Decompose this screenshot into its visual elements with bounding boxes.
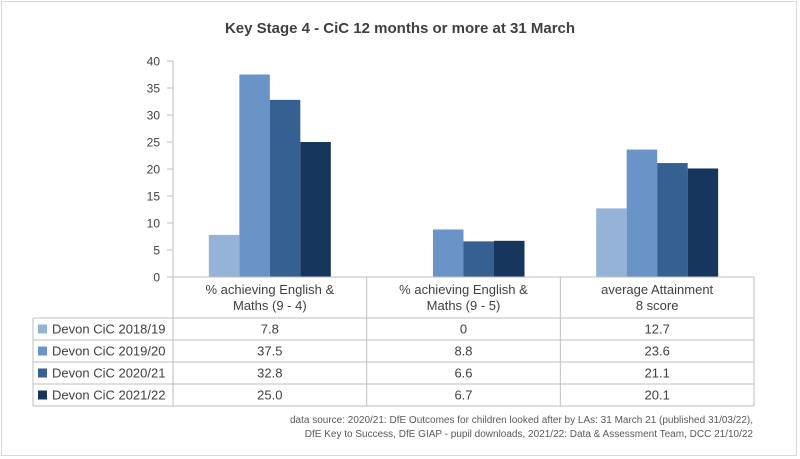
data-table-value: 23.6: [645, 344, 670, 359]
data-table-value: 0: [460, 322, 467, 337]
legend-key: [38, 368, 47, 378]
bar: [657, 163, 688, 277]
legend-label: Devon CiC 2021/22: [52, 388, 165, 403]
bar: [239, 74, 270, 277]
data-table-value: 7.8: [261, 322, 279, 337]
y-tick-label: 25: [147, 136, 161, 150]
category-label: Maths (9 - 5): [427, 298, 501, 313]
bar: [626, 149, 658, 277]
category-label: % achieving English &: [399, 282, 528, 297]
data-table-value: 8.8: [454, 344, 472, 359]
legend-label: Devon CiC 2019/20: [52, 344, 165, 359]
legend-key: [38, 346, 47, 356]
y-tick-label: 35: [147, 82, 161, 96]
data-table-value: 32.8: [257, 366, 282, 381]
y-tick-label: 40: [147, 55, 161, 69]
category-label: % achieving English &: [206, 282, 335, 297]
bar: [687, 168, 719, 277]
y-tick-label: 0: [153, 271, 160, 285]
data-table-value: 20.1: [645, 388, 670, 403]
category-label: 8 score: [636, 298, 679, 313]
legend-key: [38, 324, 47, 334]
legend-label: Devon CiC 2020/21: [52, 366, 165, 381]
y-tick-label: 30: [147, 109, 161, 123]
bar: [208, 234, 240, 277]
data-table-value: 37.5: [257, 344, 282, 359]
category-label: Maths (9 - 4): [233, 298, 307, 313]
data-table-value: 6.7: [454, 388, 472, 403]
data-source-line-2: DfE Key to Success, DfE GIAP - pupil dow…: [304, 429, 753, 440]
chart-title: Key Stage 4 - CiC 12 months or more at 3…: [224, 20, 576, 37]
y-tick-label: 10: [147, 217, 161, 231]
data-table-value: 25.0: [257, 388, 282, 403]
bar: [463, 241, 494, 277]
y-tick-label: 15: [147, 190, 161, 204]
bar: [433, 229, 464, 277]
bar: [596, 208, 627, 277]
bar: [300, 142, 331, 277]
category-label: average Attainment: [601, 282, 713, 297]
y-tick-label: 5: [153, 244, 160, 258]
legend-label: Devon CiC 2018/19: [52, 322, 165, 337]
legend-key: [38, 390, 47, 400]
data-source-line-1: data source: 2020/21: DfE Outcomes for c…: [289, 415, 753, 426]
data-table-value: 6.6: [454, 366, 472, 381]
bar: [494, 240, 525, 277]
data-table-value: 21.1: [645, 366, 670, 381]
y-tick-label: 20: [147, 163, 161, 177]
data-table-value: 12.7: [645, 322, 670, 337]
bar: [269, 99, 301, 277]
data-source-note: data source: 2020/21: DfE Outcomes for c…: [290, 414, 753, 442]
